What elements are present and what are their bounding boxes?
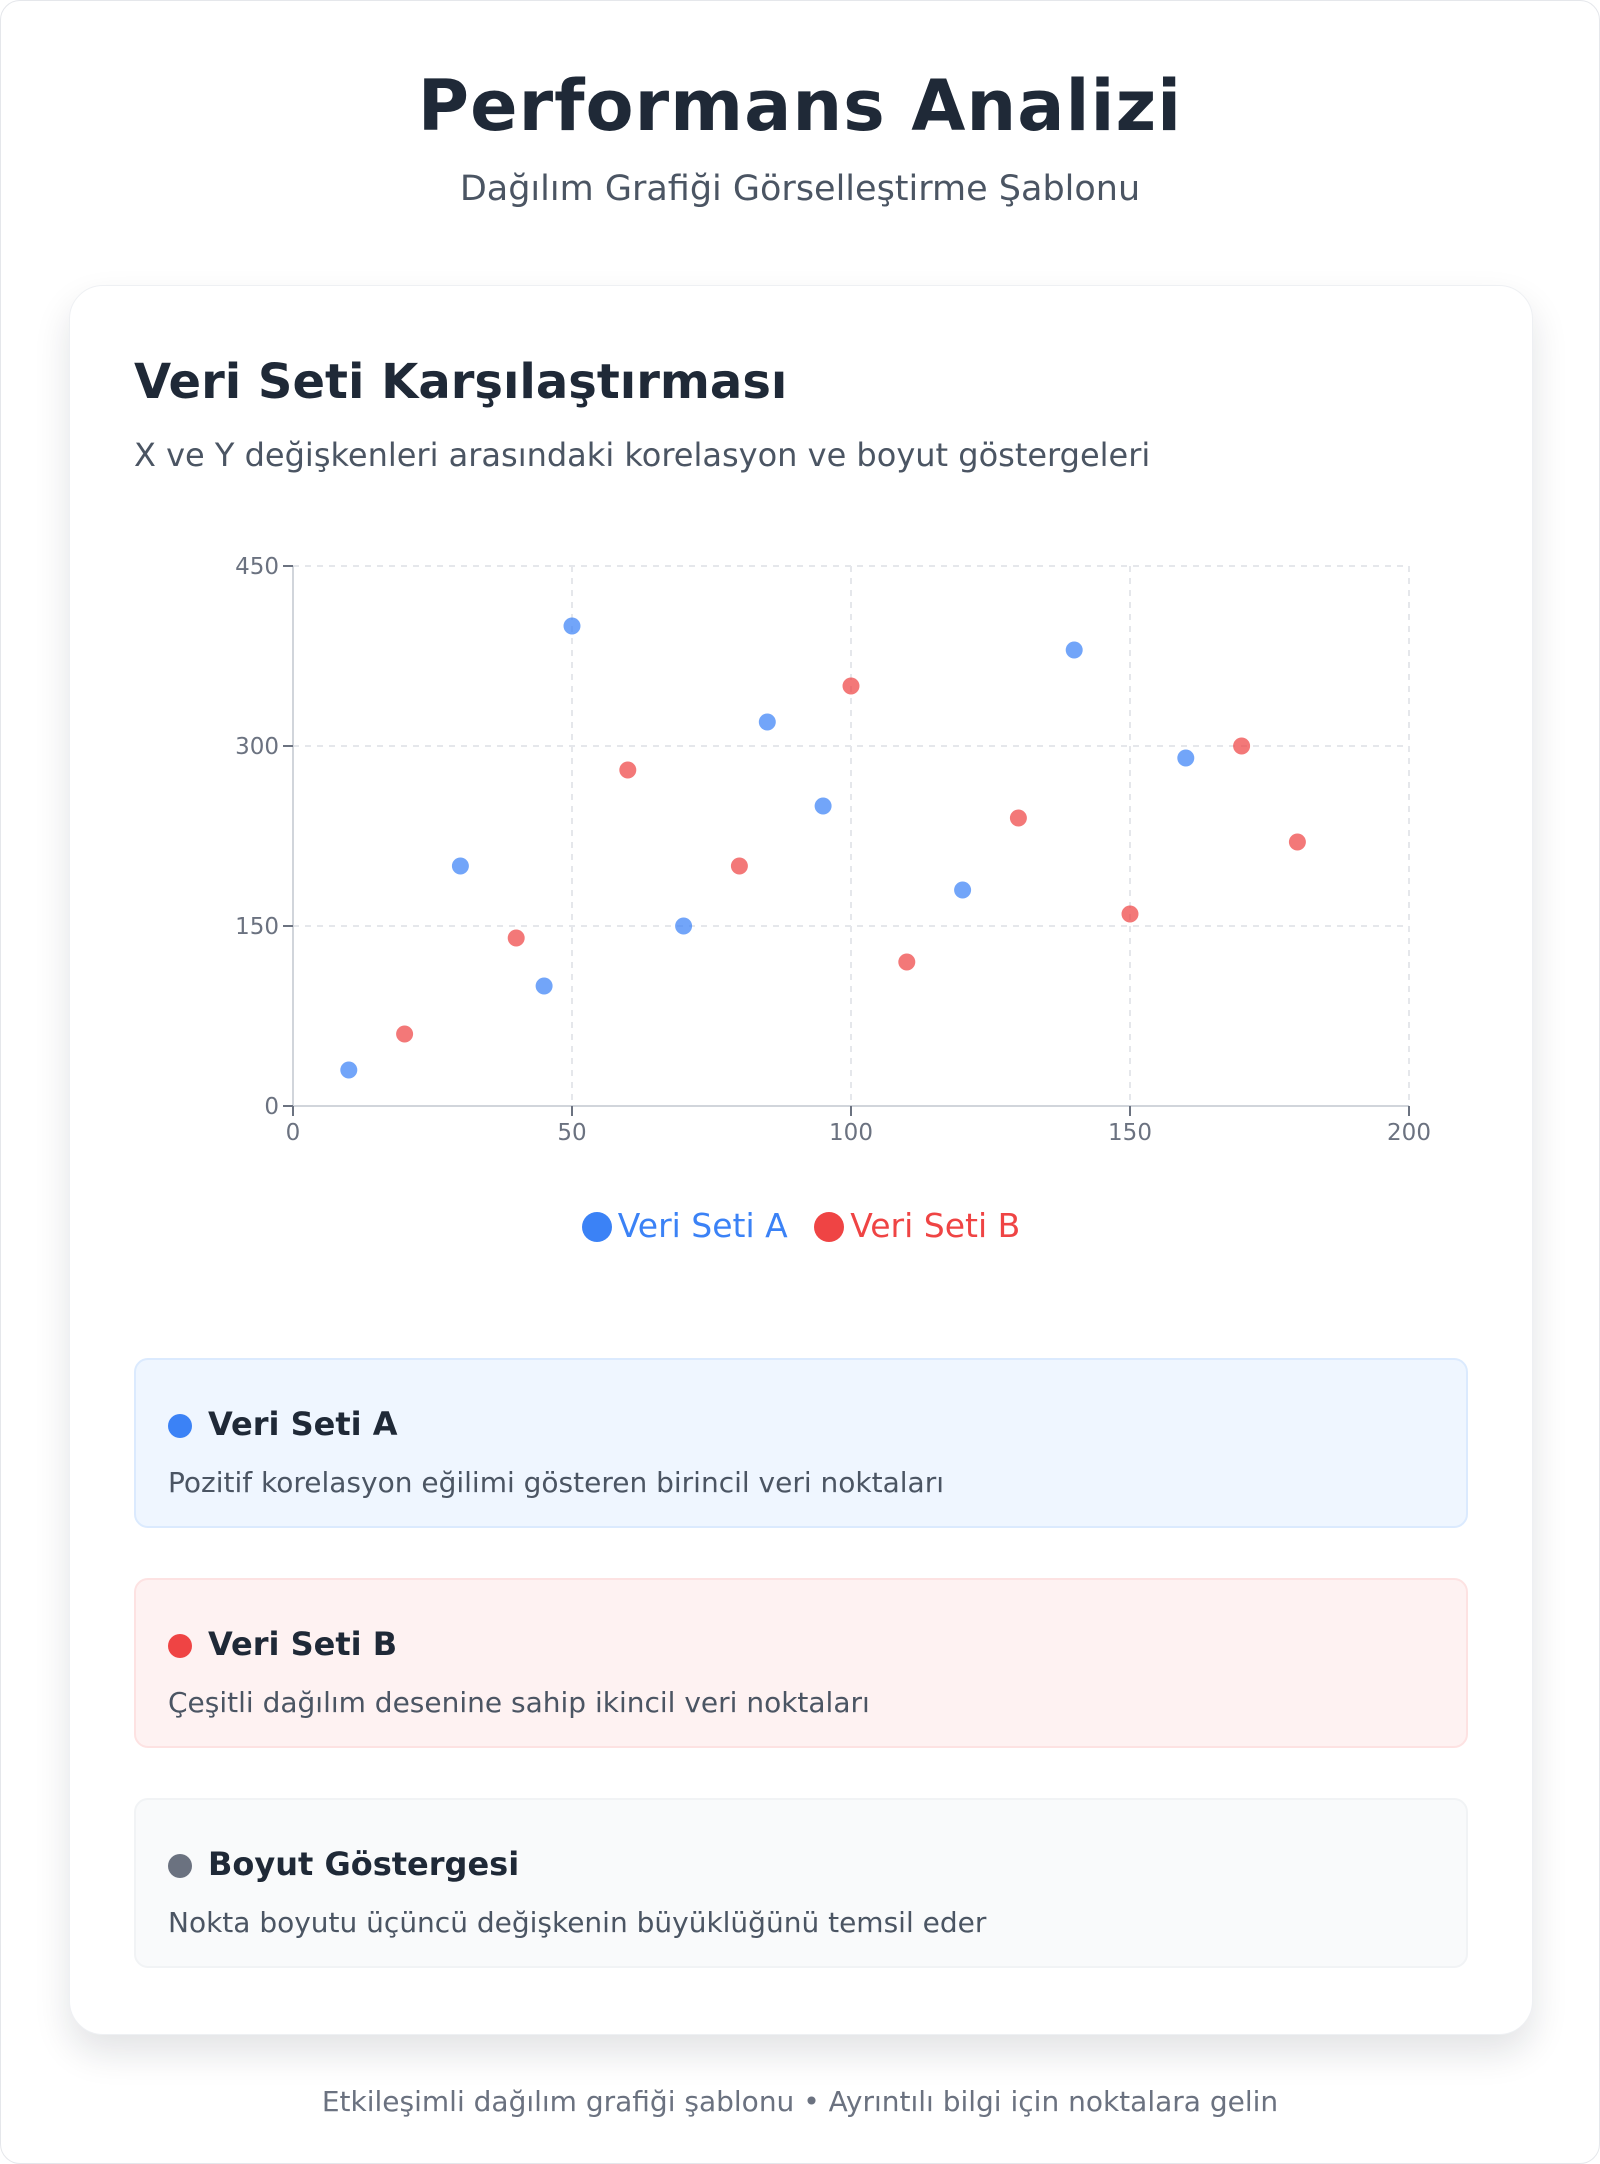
chart-ticks: 0 50 100 150 200 0 150 300 450 <box>235 554 1431 1146</box>
legend-swatch-b <box>814 1212 845 1242</box>
y-tick-label-0: 0 <box>264 1094 279 1120</box>
data-point-a-9 <box>1177 749 1195 767</box>
data-point-b-3 <box>730 857 748 875</box>
x-tick-label-2: 100 <box>829 1120 873 1146</box>
data-point-a-3 <box>563 617 581 635</box>
data-point-a-0 <box>340 1061 358 1079</box>
chart-card: Veri Seti Karşılaştırması X ve Y değişke… <box>69 285 1533 2035</box>
legend-swatch-a <box>581 1212 612 1242</box>
page-subtitle: Dağılım Grafiği Görselleştirme Şablonu <box>459 169 1141 209</box>
data-point-b-1 <box>507 929 525 947</box>
data-point-b-2 <box>619 761 637 779</box>
data-point-a-7 <box>954 881 972 899</box>
data-point-b-6 <box>1009 809 1027 827</box>
y-tick-label-1: 150 <box>235 914 279 940</box>
data-point-b-9 <box>1288 833 1306 851</box>
data-point-a-4 <box>675 917 693 935</box>
x-tick-label-3: 150 <box>1108 1120 1152 1146</box>
data-point-b-5 <box>898 953 916 971</box>
legend-label-a: Veri Seti A <box>617 1206 788 1245</box>
legend-item-b[interactable]: Veri Seti B <box>814 1204 1020 1248</box>
legend-label-b: Veri Seti B <box>850 1206 1021 1245</box>
legend-item-a[interactable]: Veri Seti A <box>581 1204 788 1248</box>
info-desc-b: Çeşitli dağılım desenine sahip ikincil v… <box>168 1686 870 1719</box>
dataset-a-dot-icon <box>168 1414 192 1438</box>
y-tick-label-3: 450 <box>235 554 279 580</box>
page-header: Performans Analizi Dağılım Grafiği Görse… <box>1 1 1599 211</box>
scatter-chart: 0 50 100 150 200 0 150 300 450 <box>235 554 1431 1146</box>
chart-points <box>340 617 1306 1079</box>
data-point-b-8 <box>1233 737 1251 755</box>
data-point-a-2 <box>535 977 553 995</box>
size-dot-icon <box>168 1854 192 1878</box>
y-tick-label-2: 300 <box>235 734 279 760</box>
page-footer: Etkileşimli dağılım grafiği şablonu • Ay… <box>321 2085 1279 2118</box>
card-title: Veri Seti Karşılaştırması <box>134 354 788 410</box>
data-point-a-6 <box>814 797 832 815</box>
data-point-b-0 <box>396 1025 414 1043</box>
data-point-a-5 <box>758 713 776 731</box>
info-title-b: Veri Seti B <box>208 1625 398 1663</box>
info-desc-size: Nokta boyutu üçüncü değişkenin büyüklüğü… <box>168 1906 987 1939</box>
x-tick-label-1: 50 <box>557 1120 586 1146</box>
info-box-dataset-a: Veri Seti A Pozitif korelasyon eğilimi g… <box>134 1358 1468 1528</box>
dataset-b-dot-icon <box>168 1634 192 1658</box>
data-point-b-7 <box>1121 905 1139 923</box>
chart-legend: Veri Seti A Veri Seti B <box>70 1204 1532 1248</box>
data-point-a-8 <box>1065 641 1083 659</box>
x-tick-label-4: 200 <box>1387 1120 1431 1146</box>
info-box-dataset-b: Veri Seti B Çeşitli dağılım desenine sah… <box>134 1578 1468 1748</box>
info-box-size: Boyut Göstergesi Nokta boyutu üçüncü değ… <box>134 1798 1468 1968</box>
info-title-size: Boyut Göstergesi <box>208 1845 520 1883</box>
card-subtitle: X ve Y değişkenleri arasındaki korelasyo… <box>134 436 1151 474</box>
x-tick-label-0: 0 <box>286 1120 301 1146</box>
data-point-b-4 <box>842 677 860 695</box>
page-title: Performans Analizi <box>417 65 1183 147</box>
info-desc-a: Pozitif korelasyon eğilimi gösteren biri… <box>168 1466 945 1499</box>
chart-grid <box>293 565 1410 1106</box>
info-title-a: Veri Seti A <box>208 1405 398 1443</box>
data-point-a-1 <box>451 857 469 875</box>
